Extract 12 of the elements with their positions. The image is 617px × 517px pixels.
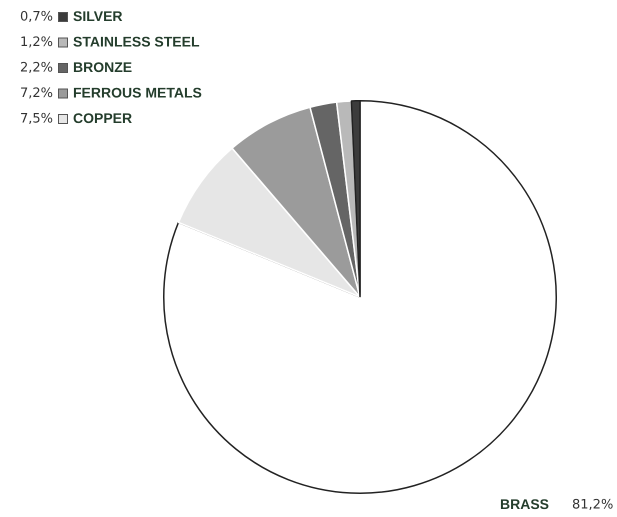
legend-label: COPPER (73, 110, 132, 126)
legend-label: BRONZE (73, 58, 132, 75)
data-label: 0,7% (20, 9, 53, 24)
legend-label: SILVER (73, 8, 123, 24)
data-label: 81,2% (572, 497, 614, 512)
data-label: 1,2% (20, 34, 53, 50)
legend-label: STAINLESS STEEL (73, 33, 200, 50)
data-label: 7,2% (20, 86, 53, 101)
data-label: 2,2% (20, 60, 53, 76)
data-label: 7,5% (20, 111, 53, 126)
slice-label: BRASS (500, 496, 549, 512)
legend-label: FERROUS METALS (73, 84, 202, 100)
